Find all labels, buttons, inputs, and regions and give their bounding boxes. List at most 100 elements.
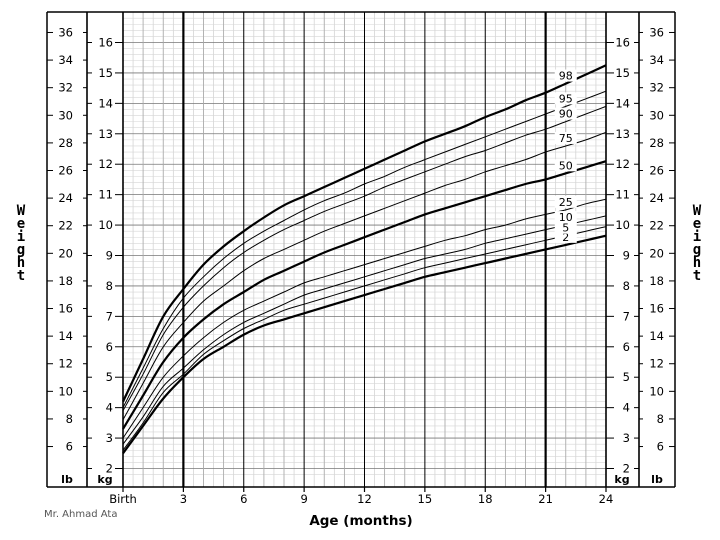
x-tick-label: 24 <box>599 492 614 506</box>
kg-tick-label-left: 10 <box>98 218 113 232</box>
lb-tick-label-left: 12 <box>58 357 73 371</box>
kg-tick-label-right: 6 <box>623 340 630 354</box>
x-tick-label: 9 <box>300 492 307 506</box>
lb-tick-label-left: 32 <box>58 81 73 95</box>
kg-tick-label-right: 16 <box>615 36 630 50</box>
percentile-curve-5 <box>122 226 607 451</box>
kg-tick-label-right: 3 <box>623 431 630 445</box>
lb-tick-label-left: 26 <box>58 164 73 178</box>
kg-tick-label-left: 13 <box>98 127 113 141</box>
lb-tick-label-right: 32 <box>649 81 664 95</box>
lb-tick-label-right: 16 <box>649 302 664 316</box>
axis-label-letter: e <box>16 216 26 232</box>
lb-tick-label-left: 14 <box>58 329 73 343</box>
percentile-curve-50 <box>122 160 607 430</box>
lb-tick-label-left: 30 <box>58 108 73 122</box>
axis-label-letter: g <box>692 242 702 258</box>
lb-tick-label-right: 14 <box>649 329 664 343</box>
percentile-label-10: 10 <box>559 211 573 224</box>
percentile-label-bg <box>554 221 577 234</box>
percentile-label-bg <box>554 131 577 144</box>
percentile-label-25: 25 <box>559 196 573 209</box>
percentile-label-bg <box>554 211 577 224</box>
lb-tick-label-right: 6 <box>657 440 664 454</box>
kg-tick-label-left: 12 <box>98 157 113 171</box>
lb-tick-label-right: 20 <box>649 246 664 260</box>
kg-tick-label-left: 5 <box>106 370 113 384</box>
kg-unit-label-left: kg <box>97 473 112 486</box>
lb-tick-label-right: 8 <box>657 412 664 426</box>
kg-tick-label-right: 9 <box>623 249 630 263</box>
percentile-curve-75 <box>122 131 607 421</box>
lb-tick-label-right: 24 <box>649 191 664 205</box>
percentile-label-98: 98 <box>559 70 573 83</box>
kg-tick-label-left: 11 <box>98 188 113 202</box>
kg-unit-label-right: kg <box>614 473 629 486</box>
kg-tick-label-left: 15 <box>98 66 113 80</box>
percentile-label-bg <box>554 69 577 82</box>
percentile-curve-2 <box>122 234 607 454</box>
percentile-label-2: 2 <box>562 231 569 244</box>
axis-label-letter: h <box>16 255 26 271</box>
kg-tick-label-right: 15 <box>615 66 630 80</box>
lb-tick-label-left: 18 <box>58 274 73 288</box>
kg-tick-label-left: 3 <box>106 431 113 445</box>
kg-tick-label-right: 2 <box>623 462 630 476</box>
lb-tick-label-left: 22 <box>58 219 73 233</box>
lb-tick-label-left: 16 <box>58 302 73 316</box>
kg-tick-label-right: 12 <box>615 157 630 171</box>
lb-tick-label-right: 12 <box>649 357 664 371</box>
kg-tick-label-left: 9 <box>106 249 113 263</box>
axis-label-letter: W <box>692 203 702 219</box>
lb-tick-label-left: 6 <box>66 440 73 454</box>
kg-tick-label-right: 13 <box>615 127 630 141</box>
kg-tick-label-right: 8 <box>623 279 630 293</box>
percentile-label-5: 5 <box>562 222 569 235</box>
lb-tick-label-right: 34 <box>649 53 664 67</box>
lb-tick-label-right: 28 <box>649 136 664 150</box>
axis-label-letter: t <box>16 268 26 284</box>
x-tick-label: 6 <box>240 492 247 506</box>
kg-tick-label-left: 14 <box>98 96 113 110</box>
kg-tick-label-left: 16 <box>98 36 113 50</box>
axis-label-letter: g <box>16 242 26 258</box>
axis-label-letter: t <box>692 268 702 284</box>
lb-tick-label-left: 8 <box>66 412 73 426</box>
lb-unit-label-left: lb <box>61 473 73 486</box>
lb-tick-label-right: 22 <box>649 219 664 233</box>
percentile-label-75: 75 <box>559 132 573 145</box>
kg-tick-label-right: 7 <box>623 309 630 323</box>
percentile-curve-90 <box>122 105 607 411</box>
lb-tick-label-left: 10 <box>58 384 73 398</box>
percentile-label-bg <box>554 107 577 120</box>
kg-tick-label-right: 14 <box>615 96 630 110</box>
percentile-label-90: 90 <box>559 108 573 121</box>
kg-tick-label-left: 6 <box>106 340 113 354</box>
kg-tick-label-right: 10 <box>615 218 630 232</box>
x-tick-label: 12 <box>357 492 372 506</box>
x-tick-label: 3 <box>180 492 187 506</box>
x-tick-label: Birth <box>109 492 137 506</box>
percentile-label-bg <box>554 230 577 243</box>
percentile-label-bg <box>554 159 577 172</box>
lb-tick-label-right: 36 <box>649 25 664 39</box>
lb-tick-label-right: 18 <box>649 274 664 288</box>
percentile-label-95: 95 <box>559 92 573 105</box>
percentile-label-bg <box>554 195 577 208</box>
axis-label-letter: i <box>16 229 26 245</box>
percentile-label-50: 50 <box>559 159 573 172</box>
percentile-curve-10 <box>122 215 607 445</box>
lb-tick-label-left: 34 <box>58 53 73 67</box>
kg-tick-label-right: 11 <box>615 188 630 202</box>
axis-label-letter: h <box>692 255 702 271</box>
kg-tick-label-left: 4 <box>106 401 113 415</box>
kg-tick-label-right: 5 <box>623 370 630 384</box>
x-tick-label: 21 <box>538 492 553 506</box>
lb-tick-label-left: 24 <box>58 191 73 205</box>
percentile-curve-98 <box>122 64 607 403</box>
lb-tick-label-right: 10 <box>649 384 664 398</box>
percentile-curve-95 <box>122 90 607 408</box>
